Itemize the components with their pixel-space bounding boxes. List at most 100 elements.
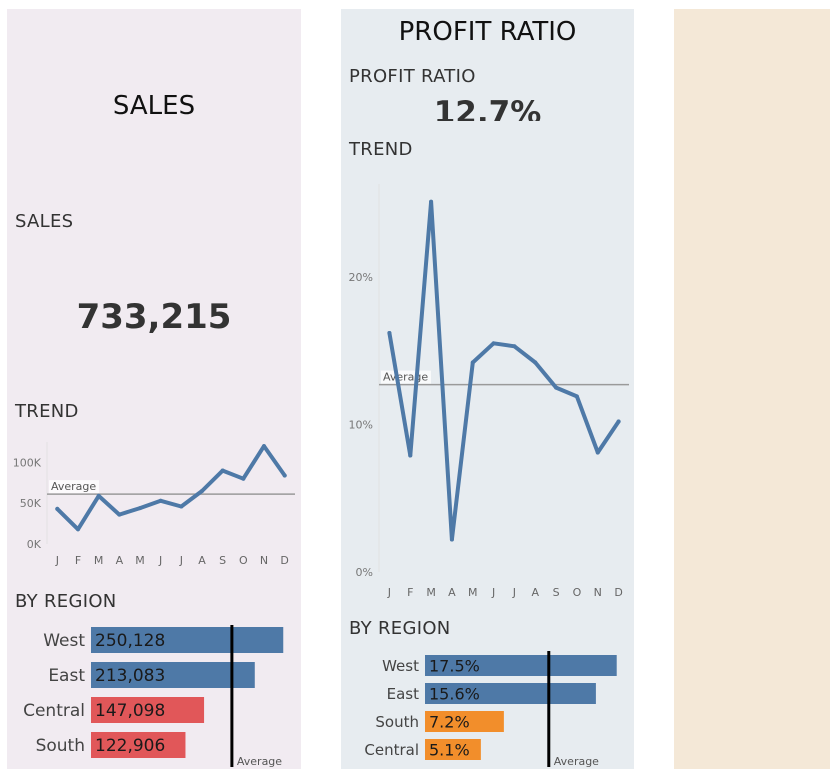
sales-panel: SALES SALES 733,215 TREND 0K 50K 100K Avera… (7, 9, 301, 769)
region-value-label: 5.1% (429, 740, 470, 759)
trend-point (429, 199, 434, 204)
region-bar (425, 739, 481, 760)
trend-point (616, 419, 621, 424)
average-label: Average (554, 755, 599, 768)
y-tick-label: 0K (27, 538, 42, 551)
profit-region-chart: West 17.5% East 15.6% South 7.2% Central 5.1% Av… (364, 651, 617, 768)
trend-point (76, 527, 80, 532)
trend-series-line (387, 199, 621, 542)
region-label: Central (364, 741, 419, 759)
x-tick-label: M (468, 586, 478, 599)
sales-region-label: BY REGION (15, 591, 117, 612)
trend-point (533, 360, 538, 365)
profit-region-label: BY REGION (349, 618, 451, 639)
region-bar (425, 711, 504, 732)
sales-kpi-label: SALES (15, 211, 74, 232)
average-label: Average (237, 755, 282, 768)
y-tick-label: 0% (356, 566, 373, 579)
x-tick-label: D (280, 554, 288, 567)
trend-point (595, 450, 600, 455)
region-label: West (43, 631, 85, 651)
x-tick-label: A (198, 554, 206, 567)
region-value-label: 15.6% (429, 684, 480, 703)
average-label: Average (51, 480, 96, 493)
y-tick-label: 20% (349, 271, 373, 284)
trend-point (158, 498, 163, 503)
region-label: West (382, 657, 419, 675)
x-tick-label: M (135, 554, 145, 567)
x-tick-label: N (260, 554, 268, 567)
trend-point (554, 385, 559, 390)
trend-point (512, 344, 517, 349)
x-tick-label: O (239, 554, 248, 567)
trend-point (449, 537, 454, 542)
sales-kpi-value: 733,215 (76, 297, 232, 337)
trend-point (117, 512, 122, 517)
profit-title: PROFIT RATIO (398, 17, 577, 47)
x-tick-label: J (512, 586, 516, 599)
region-bar (91, 732, 186, 758)
average-label: Average (383, 371, 428, 384)
trend-point (241, 476, 246, 481)
x-tick-label: J (387, 586, 391, 599)
x-tick-label: J (158, 554, 162, 567)
trend-point (200, 488, 204, 493)
region-value-label: 7.2% (429, 712, 470, 731)
region-label: Central (23, 701, 85, 721)
y-tick-label: 10% (349, 418, 373, 431)
region-label: East (387, 685, 419, 703)
y-tick-label: 100K (13, 456, 42, 469)
region-bar (91, 662, 255, 688)
profit-kpi-clip: 12.7% (341, 91, 634, 121)
region-label: East (48, 666, 85, 686)
region-value-label: 122,906 (95, 736, 165, 756)
region-bar (425, 655, 617, 676)
sales-title: SALES (112, 91, 196, 121)
region-value-label: 250,128 (95, 631, 165, 651)
trend-point (408, 453, 413, 458)
region-value-label: 17.5% (429, 656, 480, 675)
x-tick-label: J (491, 586, 495, 599)
profit-kpi-value: 12.7% (433, 95, 542, 121)
trend-point (387, 331, 392, 336)
x-tick-label: M (426, 586, 436, 599)
sales-trend-label: TREND (15, 401, 79, 422)
region-label: South (375, 713, 419, 731)
x-tick-label: N (594, 586, 602, 599)
average-label-bg (49, 480, 99, 494)
region-value-label: 213,083 (95, 666, 165, 686)
x-tick-label: F (75, 554, 81, 567)
region-bar (91, 627, 284, 653)
x-tick-label: D (614, 586, 622, 599)
empty-panel (674, 9, 830, 769)
x-tick-label: A (116, 554, 124, 567)
profit-panel: PROFIT RATIO PROFIT RATIO 12.7% TREND 0%… (341, 9, 634, 769)
region-label: South (36, 736, 85, 756)
x-tick-label: O (573, 586, 582, 599)
trend-point (138, 506, 142, 511)
x-tick-label: J (179, 554, 183, 567)
trend-point (96, 493, 101, 498)
x-tick-label: A (448, 586, 456, 599)
trend-point (574, 394, 579, 399)
trend-point (179, 504, 184, 509)
sales-region-chart: West 250,128 East 213,083 Central 147,098 Sout… (23, 625, 284, 768)
y-tick-label: 50K (20, 497, 42, 510)
x-tick-label: F (407, 586, 413, 599)
trend-point (262, 444, 266, 449)
trend-point (220, 468, 225, 473)
trend-point (282, 473, 287, 478)
region-bar (91, 697, 205, 723)
region-bar (425, 683, 596, 704)
profit-trend-label: TREND (349, 139, 413, 160)
x-tick-label: J (55, 554, 59, 567)
x-tick-label: S (219, 554, 226, 567)
x-tick-label: M (94, 554, 104, 567)
trend-point (491, 341, 496, 346)
trend-point (55, 506, 60, 511)
profit-kpi-label: PROFIT RATIO (349, 66, 476, 87)
x-tick-label: A (531, 586, 539, 599)
trend-point (470, 360, 475, 365)
